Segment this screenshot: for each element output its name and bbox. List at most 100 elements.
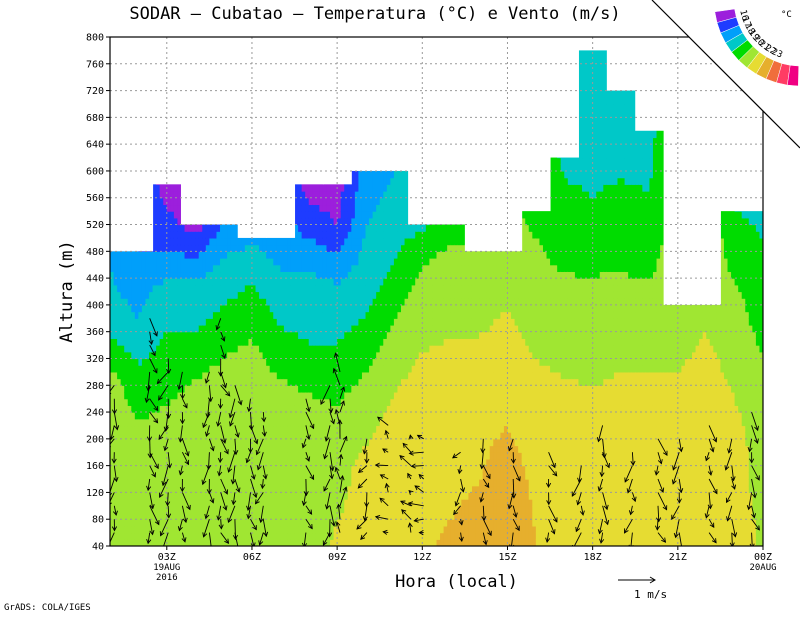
temperature-cell bbox=[266, 391, 271, 400]
temperature-cell bbox=[191, 278, 196, 286]
temperature-cell bbox=[180, 231, 186, 239]
temperature-cell bbox=[127, 271, 132, 279]
temperature-cell bbox=[163, 512, 168, 520]
temperature-cell bbox=[141, 432, 147, 440]
temperature-cell bbox=[340, 345, 345, 353]
temperature-cell bbox=[212, 492, 218, 500]
temperature-cell bbox=[312, 505, 317, 514]
temperature-cell bbox=[163, 224, 168, 232]
temperature-cell bbox=[280, 405, 285, 413]
temperature-cell bbox=[308, 438, 313, 447]
temperature-cell bbox=[287, 324, 292, 333]
temperature-cell bbox=[322, 445, 328, 453]
temperature-cell bbox=[276, 258, 281, 266]
temperature-cell bbox=[124, 458, 129, 467]
temperature-cell bbox=[205, 452, 210, 460]
temperature-cell bbox=[209, 485, 214, 494]
temperature-cell bbox=[156, 278, 161, 286]
temperature-cell bbox=[276, 458, 281, 467]
temperature-cell bbox=[141, 371, 147, 380]
temperature-cell bbox=[177, 378, 182, 386]
temperature-cell bbox=[237, 398, 242, 406]
temperature-cell bbox=[202, 371, 207, 380]
temperature-cell bbox=[173, 298, 179, 306]
temperature-cell bbox=[180, 365, 186, 373]
temperature-cell bbox=[220, 224, 225, 232]
temperature-cell bbox=[180, 338, 186, 346]
temperature-cell bbox=[138, 505, 143, 514]
temperature-cell bbox=[273, 298, 278, 306]
temperature-cell bbox=[259, 304, 264, 313]
temperature-cell bbox=[110, 311, 115, 319]
temperature-cell bbox=[248, 278, 253, 286]
temperature-cell bbox=[283, 438, 289, 447]
temperature-cell bbox=[188, 398, 193, 406]
temperature-cell bbox=[177, 452, 182, 460]
temperature-cell bbox=[209, 237, 214, 246]
temperature-cell bbox=[340, 499, 345, 507]
temperature-cell bbox=[230, 264, 235, 273]
temperature-cell bbox=[340, 291, 345, 299]
temperature-cell bbox=[298, 378, 303, 386]
temperature-cell bbox=[166, 345, 171, 353]
temperature-cell bbox=[244, 271, 250, 279]
temperature-cell bbox=[127, 499, 132, 507]
temperature-cell bbox=[220, 358, 225, 366]
temperature-cell bbox=[166, 231, 171, 239]
temperature-cell bbox=[166, 284, 171, 293]
temperature-cell bbox=[315, 371, 320, 380]
temperature-cell bbox=[312, 197, 317, 206]
temperature-cell bbox=[149, 405, 154, 413]
temperature-cell bbox=[138, 258, 143, 266]
temperature-cell bbox=[141, 452, 147, 460]
temperature-cell bbox=[202, 258, 207, 266]
temperature-cell bbox=[223, 311, 228, 319]
temperature-cell bbox=[195, 231, 200, 239]
temperature-cell bbox=[156, 231, 161, 239]
temperature-cell bbox=[149, 351, 154, 360]
temperature-cell bbox=[227, 418, 232, 427]
temperature-cell bbox=[141, 391, 147, 400]
temperature-cell bbox=[113, 458, 118, 467]
temperature-cell bbox=[138, 492, 143, 500]
temperature-cell bbox=[294, 184, 299, 192]
temperature-cell bbox=[248, 358, 253, 366]
temperature-cell bbox=[319, 465, 324, 473]
temperature-cell bbox=[198, 425, 203, 433]
temperature-cell bbox=[255, 365, 260, 373]
temperature-cell bbox=[294, 351, 299, 360]
temperature-cell bbox=[145, 505, 150, 514]
temperature-cell bbox=[184, 278, 189, 286]
temperature-cell bbox=[180, 512, 186, 520]
temperature-cell bbox=[273, 365, 278, 373]
temperature-cell bbox=[188, 224, 193, 232]
temperature-cell bbox=[184, 485, 189, 494]
temperature-cell bbox=[166, 425, 171, 433]
temperature-cell bbox=[276, 251, 281, 259]
temperature-cell bbox=[315, 351, 320, 360]
temperature-cell bbox=[241, 378, 246, 386]
temperature-cell bbox=[251, 499, 257, 507]
temperature-cell bbox=[149, 365, 154, 373]
temperature-cell bbox=[227, 224, 232, 232]
temperature-cell bbox=[163, 485, 168, 494]
temperature-cell bbox=[262, 311, 267, 319]
temperature-cell bbox=[298, 251, 303, 259]
temperature-cell bbox=[273, 244, 278, 252]
temperature-cell bbox=[330, 485, 335, 494]
temperature-cell bbox=[138, 385, 143, 393]
temperature-cell bbox=[120, 505, 125, 514]
temperature-cell bbox=[131, 485, 136, 494]
temperature-cell bbox=[195, 412, 200, 420]
temperature-cell bbox=[205, 224, 210, 232]
temperature-cell bbox=[177, 271, 182, 279]
temperature-cell bbox=[173, 458, 179, 467]
temperature-cell bbox=[269, 351, 274, 360]
temperature-cell bbox=[152, 264, 157, 273]
temperature-cell bbox=[177, 472, 182, 480]
temperature-cell bbox=[305, 425, 310, 433]
temperature-cell bbox=[184, 345, 189, 353]
temperature-cell bbox=[305, 532, 310, 540]
temperature-cell bbox=[195, 391, 200, 400]
temperature-cell bbox=[241, 445, 246, 453]
